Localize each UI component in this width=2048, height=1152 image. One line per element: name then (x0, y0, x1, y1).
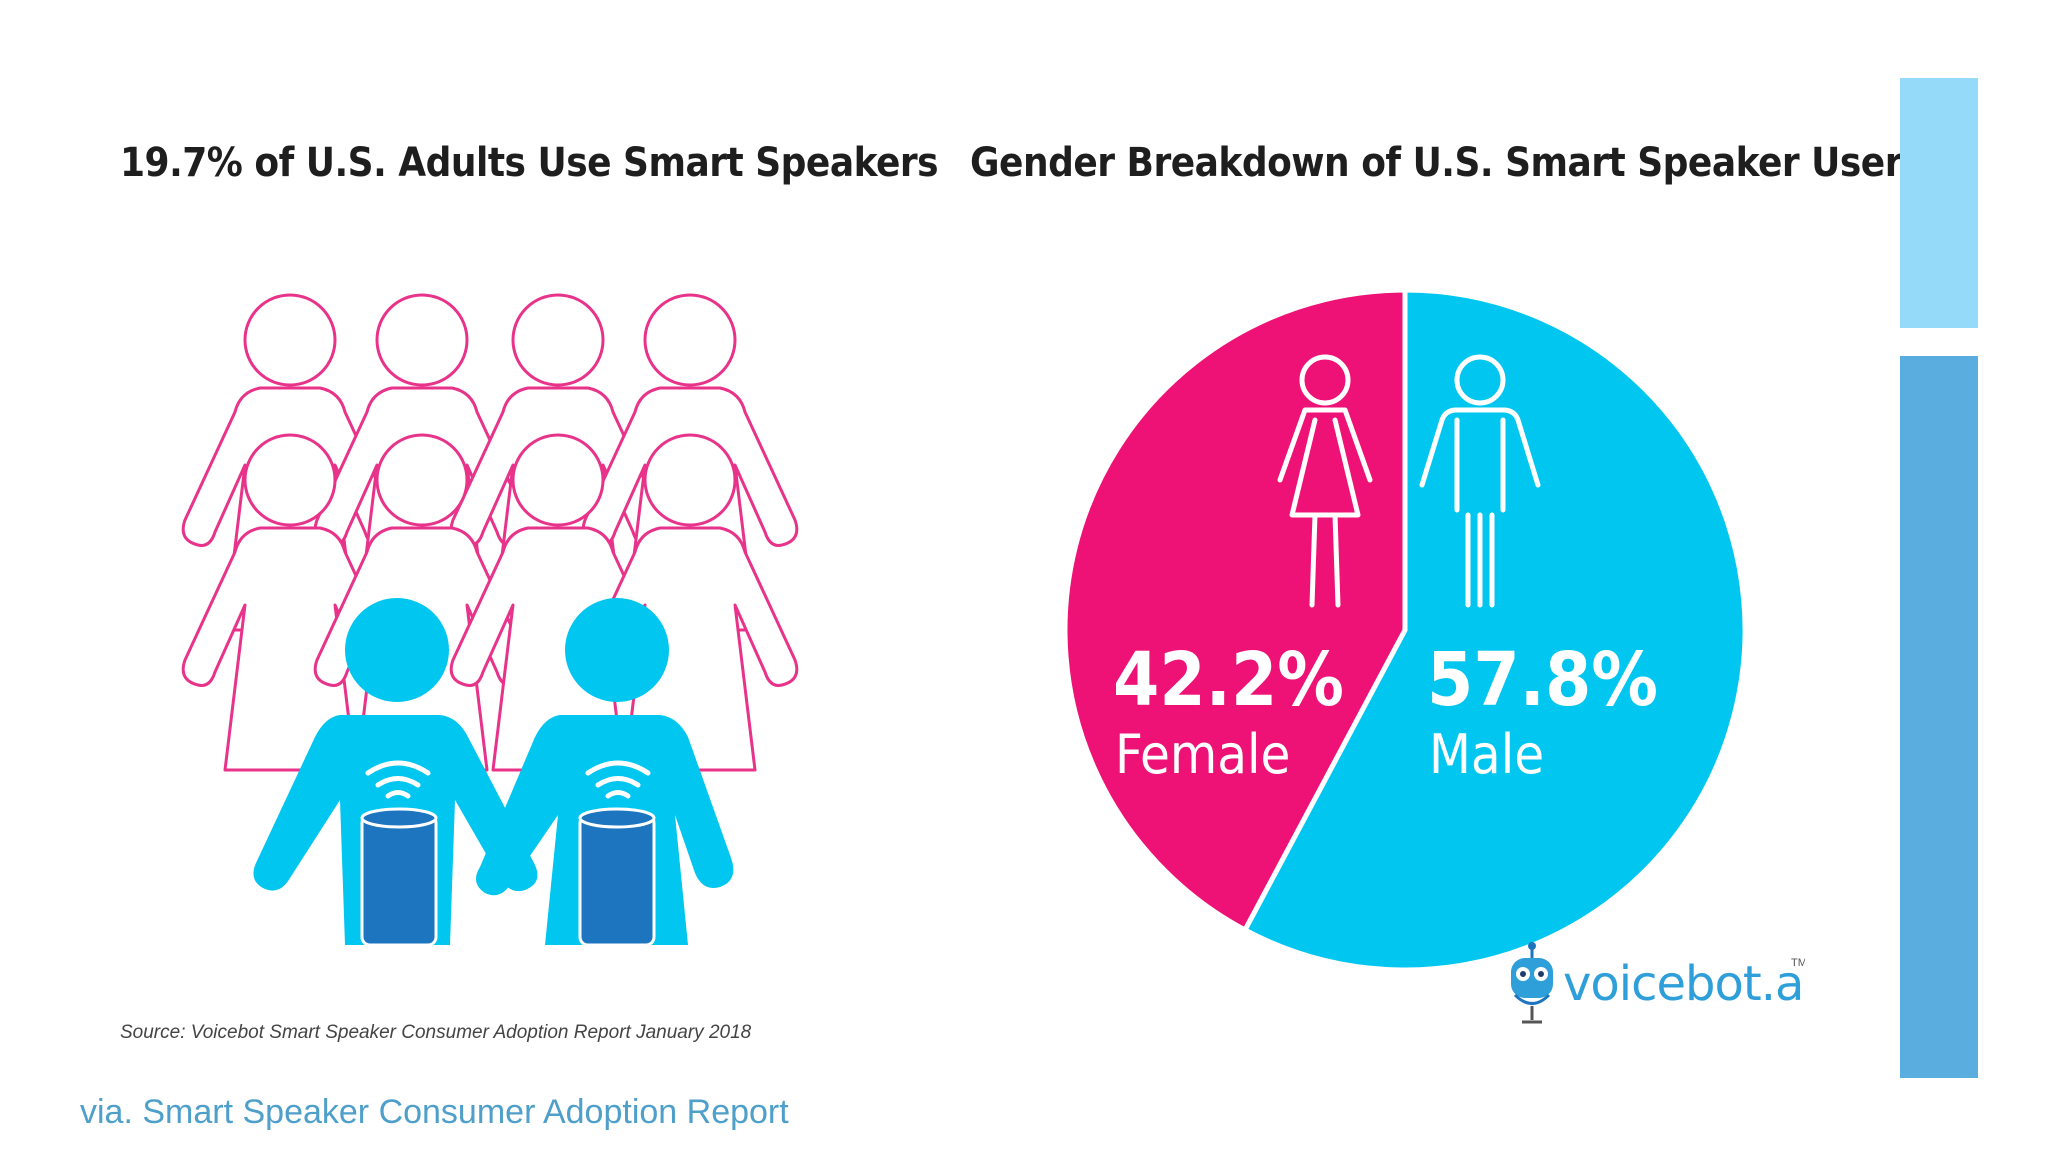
decorative-bar-dark (1900, 356, 1978, 1078)
pie-value-label-female: 42.2% (1113, 637, 1344, 723)
smart-speaker-icon (360, 807, 438, 947)
pie-category-label-female: Female (1115, 723, 1290, 786)
pie-chart-title: Gender Breakdown of U.S. Smart Speaker U… (970, 140, 1923, 186)
person-user-icon (476, 598, 734, 947)
logo-text: voicebot.ai (1563, 956, 1805, 1012)
female-icon (1277, 354, 1373, 608)
adults-pictogram (181, 293, 799, 947)
trademark-mark: TM (1791, 957, 1805, 969)
robot-logo-icon (1511, 942, 1553, 1024)
voicebot-logo: voicebot.ai TM (1511, 942, 1805, 1024)
pie-value-label-male: 57.8% (1427, 637, 1658, 723)
gender-pie-chart: 42.2%Female 57.8%Male (1062, 287, 1748, 973)
caption-link[interactable]: via. Smart Speaker Consumer Adoption Rep… (80, 1093, 789, 1131)
pie-slice-female (1062, 287, 1408, 934)
pictogram-title: 19.7% of U.S. Adults Use Smart Speakers (120, 140, 939, 186)
person-user-icon (253, 598, 538, 947)
wifi-signal-icon (585, 760, 651, 799)
smart-speaker-icon (578, 807, 656, 947)
decorative-bar-light (1900, 78, 1978, 328)
pie-category-label-male: Male (1429, 723, 1544, 786)
male-icon (1419, 354, 1541, 608)
pie-slice-male (1241, 287, 1748, 973)
wifi-signal-icon (365, 760, 431, 799)
source-note: Source: Voicebot Smart Speaker Consumer … (120, 1022, 752, 1043)
